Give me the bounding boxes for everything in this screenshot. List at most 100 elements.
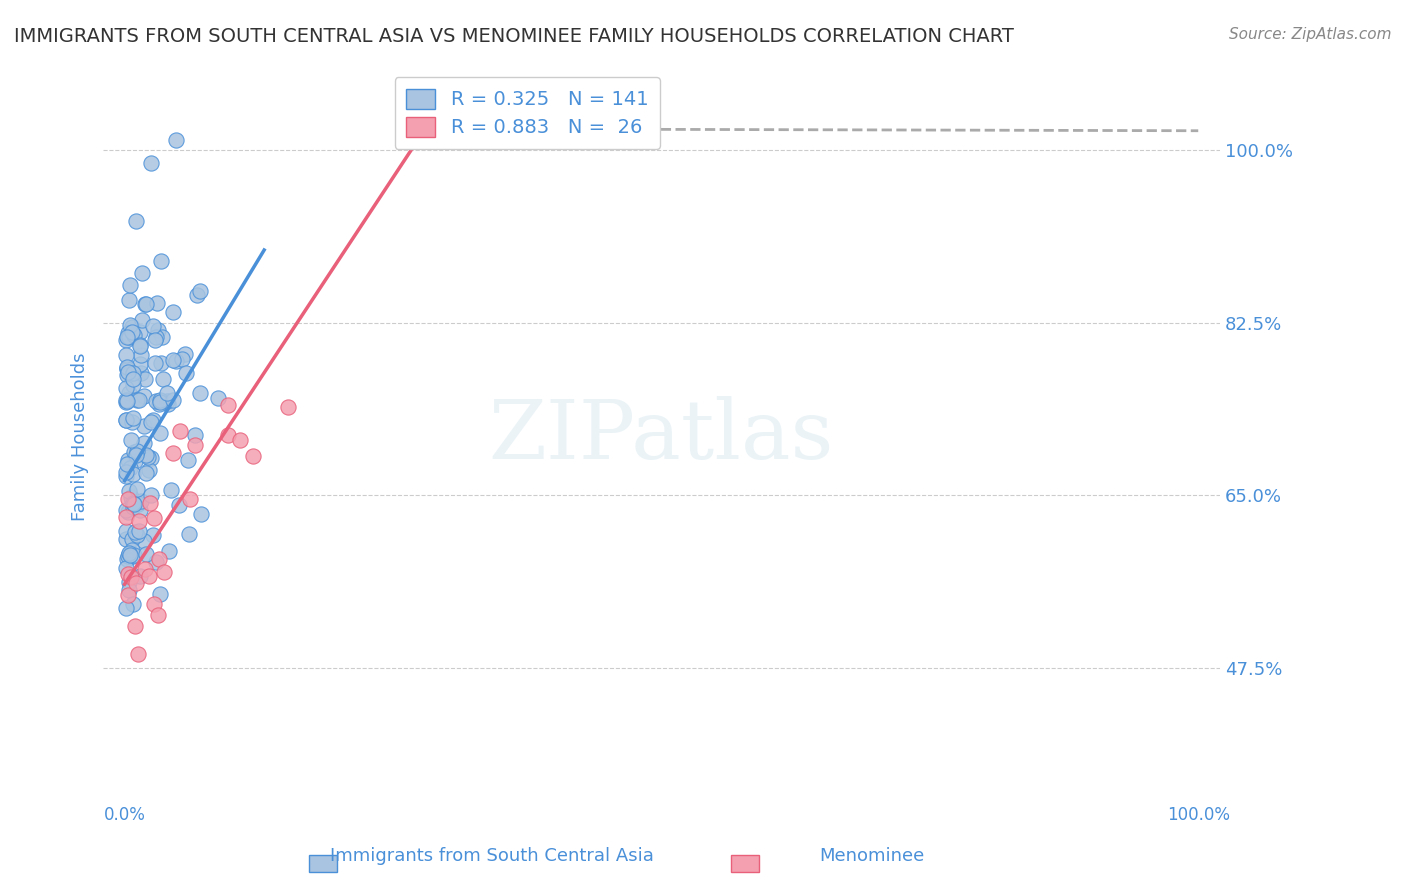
Point: [122, 378, 145, 392]
Point: [177, 453, 200, 467]
Point: [115, 532, 138, 546]
Point: [217, 398, 239, 412]
Point: [122, 548, 145, 562]
Point: [129, 339, 152, 353]
Point: [162, 445, 184, 459]
Point: [134, 296, 156, 310]
Point: [169, 424, 191, 438]
Point: [125, 576, 148, 591]
Point: [132, 436, 155, 450]
Point: [127, 497, 149, 511]
Point: [131, 312, 153, 326]
Point: [128, 524, 150, 539]
Text: ZIPatlas: ZIPatlas: [489, 396, 834, 476]
Point: [129, 338, 152, 352]
Point: [135, 547, 157, 561]
Point: [122, 328, 145, 343]
Point: [117, 505, 139, 519]
Y-axis label: Family Households: Family Households: [72, 352, 89, 521]
Text: 100.0%: 100.0%: [1167, 806, 1230, 824]
Point: [145, 295, 167, 310]
Point: [129, 357, 152, 371]
Point: [139, 450, 162, 465]
Point: [124, 525, 146, 540]
Point: [125, 214, 148, 228]
Point: [128, 503, 150, 517]
Point: [122, 549, 145, 563]
Point: [118, 278, 141, 293]
Point: [114, 503, 136, 517]
Point: [120, 434, 142, 448]
Point: [152, 330, 174, 344]
Point: [117, 326, 139, 341]
Point: [170, 351, 193, 366]
Point: [120, 569, 142, 583]
Point: [173, 347, 195, 361]
Point: [139, 155, 162, 169]
Point: [115, 465, 138, 479]
Point: [125, 482, 148, 496]
Point: [121, 415, 143, 429]
Point: [156, 386, 179, 401]
Point: [183, 438, 205, 452]
Point: [114, 381, 136, 395]
Point: [156, 394, 179, 409]
Point: [149, 356, 172, 370]
Point: [179, 491, 201, 506]
Point: [121, 533, 143, 547]
Point: [128, 392, 150, 407]
Point: [125, 393, 148, 408]
Point: [156, 397, 179, 411]
Point: [162, 393, 184, 408]
Point: [174, 366, 197, 380]
Point: [150, 254, 173, 268]
Point: [114, 394, 136, 409]
Point: [138, 463, 160, 477]
Point: [162, 305, 184, 319]
Text: Source: ZipAtlas.com: Source: ZipAtlas.com: [1229, 27, 1392, 42]
Point: [122, 372, 145, 386]
Point: [145, 555, 167, 569]
Point: [188, 386, 211, 401]
Point: [135, 467, 157, 481]
Point: [118, 574, 141, 589]
Point: [128, 514, 150, 528]
Point: [114, 348, 136, 362]
Point: [118, 386, 141, 401]
Point: [145, 329, 167, 343]
Point: [139, 488, 162, 502]
Point: [143, 356, 166, 370]
Text: 0.0%: 0.0%: [104, 806, 146, 824]
Point: [184, 428, 207, 442]
Point: [124, 619, 146, 633]
Point: [127, 496, 149, 510]
Point: [134, 562, 156, 576]
Point: [135, 448, 157, 462]
Point: [149, 586, 172, 600]
Point: [148, 394, 170, 409]
Point: [117, 394, 139, 409]
Point: [142, 319, 165, 334]
Point: [118, 293, 141, 307]
Point: [115, 457, 138, 471]
Point: [120, 318, 142, 332]
Point: [134, 419, 156, 434]
Point: [142, 527, 165, 541]
Point: [121, 326, 143, 340]
Point: [136, 450, 159, 465]
Point: [134, 389, 156, 403]
Point: [121, 366, 143, 380]
Point: [186, 288, 208, 302]
Point: [117, 588, 139, 602]
Point: [117, 368, 139, 382]
Point: [118, 461, 141, 475]
Point: [162, 353, 184, 368]
Point: [115, 393, 138, 408]
Point: [135, 296, 157, 310]
Point: [124, 496, 146, 510]
Point: [115, 552, 138, 566]
Point: [157, 544, 180, 558]
Point: [242, 450, 264, 464]
Point: [114, 413, 136, 427]
Point: [134, 371, 156, 385]
